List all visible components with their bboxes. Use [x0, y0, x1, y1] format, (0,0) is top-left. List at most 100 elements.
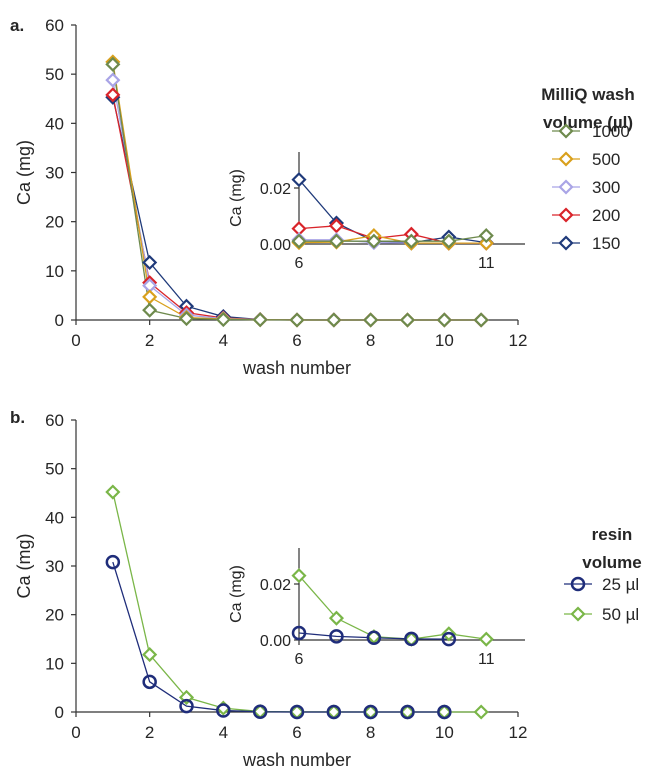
inset-data-point [328, 218, 345, 234]
legend-entry-label: 300 [592, 178, 620, 197]
x-tick-label: 4 [219, 723, 228, 742]
inset-data-point [403, 233, 419, 249]
inset-data-point [328, 233, 345, 249]
data-point [142, 674, 157, 690]
inset-series-group [291, 172, 494, 251]
inset-y-axis-label: Ca (mg) [228, 565, 245, 623]
y-tick-label: 10 [45, 654, 64, 673]
x-tick-label: 8 [366, 723, 375, 742]
y-tick-label: 10 [45, 262, 64, 281]
y-tick-label: 20 [45, 606, 64, 625]
inset-x-tick-label: 11 [478, 255, 495, 272]
inset-data-point [291, 172, 307, 188]
data-point [105, 87, 121, 103]
legend-title: MilliQ wash [541, 85, 635, 104]
legend-entry-label: 25 µl [602, 575, 639, 594]
data-point [142, 254, 158, 271]
inset-x-tick-label: 11 [478, 651, 495, 668]
data-point [216, 703, 231, 718]
x-tick-label: 4 [219, 331, 228, 350]
panel-label: a. [10, 16, 24, 35]
data-point [473, 312, 489, 328]
x-tick-label: 0 [71, 331, 80, 350]
legend-marker [558, 123, 574, 139]
series-line [112, 561, 445, 713]
inset-data-point [404, 631, 419, 647]
inset-data-point [441, 631, 457, 647]
inset-background [297, 146, 511, 246]
inset-chart: 0.00 0.02 6 11 Ca (mg) [228, 146, 525, 272]
legend-marker [570, 576, 586, 592]
data-point [142, 302, 158, 318]
inset-series-group [291, 568, 494, 647]
y-tick-label: 50 [45, 460, 64, 479]
y-tick-label: 0 [55, 703, 64, 722]
legend-entry-label: 500 [592, 150, 620, 169]
x-axis-label: wash number [242, 750, 351, 770]
data-point [252, 312, 268, 328]
inset-data-point [328, 610, 345, 626]
x-tick-label: 2 [145, 723, 154, 742]
data-point [473, 704, 489, 720]
legend-entry-label: 50 µl [602, 605, 639, 624]
x-tick-label: 8 [366, 331, 375, 350]
legend-title: volume [582, 553, 642, 572]
legend-marker [570, 606, 586, 622]
inset-data-point [478, 631, 494, 647]
data-point [363, 704, 378, 720]
inset-data-point [291, 233, 307, 249]
inset-data-point [329, 629, 344, 644]
chart-panel-b: b. 0 10 20 30 40 50 60 0 2 4 6 8 10 12 wash number Ca (m… [10, 408, 642, 770]
inset-data-point [366, 630, 382, 646]
y-tick-label: 30 [45, 164, 64, 183]
data-point [252, 704, 268, 720]
inset-x-tick-label: 6 [295, 255, 304, 272]
y-tick-label: 20 [45, 213, 64, 232]
data-point [178, 310, 195, 327]
panel-label: b. [10, 408, 25, 427]
legend-marker [558, 151, 574, 167]
x-tick-label: 6 [292, 331, 301, 350]
data-point [363, 312, 379, 328]
series-group [105, 484, 489, 720]
y-tick-label: 60 [45, 16, 64, 35]
inset-data-point [478, 228, 494, 244]
legend-marker [558, 207, 574, 223]
legend-entry-label: 200 [592, 206, 620, 225]
data-point [400, 704, 415, 720]
inset-y-tick-label: 0.00 [260, 237, 291, 254]
x-tick-label: 10 [435, 331, 454, 350]
legend-entry-label: 150 [592, 234, 620, 253]
y-tick-label: 0 [55, 311, 64, 330]
x-tick-label: 0 [71, 723, 80, 742]
inset-y-tick-label: 0.02 [260, 181, 291, 198]
data-point [436, 312, 452, 328]
chart-panel-a: a. 0 10 20 30 40 50 60 0 2 4 6 8 10 12 wash number Ca (m… [10, 16, 635, 378]
legend-marker [558, 179, 574, 195]
data-point [105, 484, 121, 500]
legend: resin volume 25 µl 50 µl [564, 525, 642, 624]
data-point [326, 312, 342, 328]
data-point [215, 311, 231, 328]
data-point [289, 312, 305, 328]
data-point [399, 312, 416, 328]
y-axis-label: Ca (mg) [14, 140, 34, 205]
y-axis-label: Ca (mg) [14, 533, 34, 598]
legend-marker [558, 235, 574, 251]
x-axis-label: wash number [242, 358, 351, 378]
x-tick-label: 12 [509, 723, 528, 742]
inset-data-point [441, 233, 457, 249]
data-point [105, 554, 121, 570]
y-tick-label: 40 [45, 508, 64, 527]
inset-data-point [291, 568, 307, 584]
inset-data-point [291, 625, 307, 641]
inset-y-tick-label: 0.00 [260, 633, 291, 650]
data-point [179, 698, 194, 714]
inset-y-tick-label: 0.02 [260, 577, 291, 594]
series-group [105, 54, 489, 328]
x-tick-label: 2 [145, 331, 154, 350]
inset-background [297, 542, 511, 642]
inset-x-tick-label: 6 [295, 651, 304, 668]
